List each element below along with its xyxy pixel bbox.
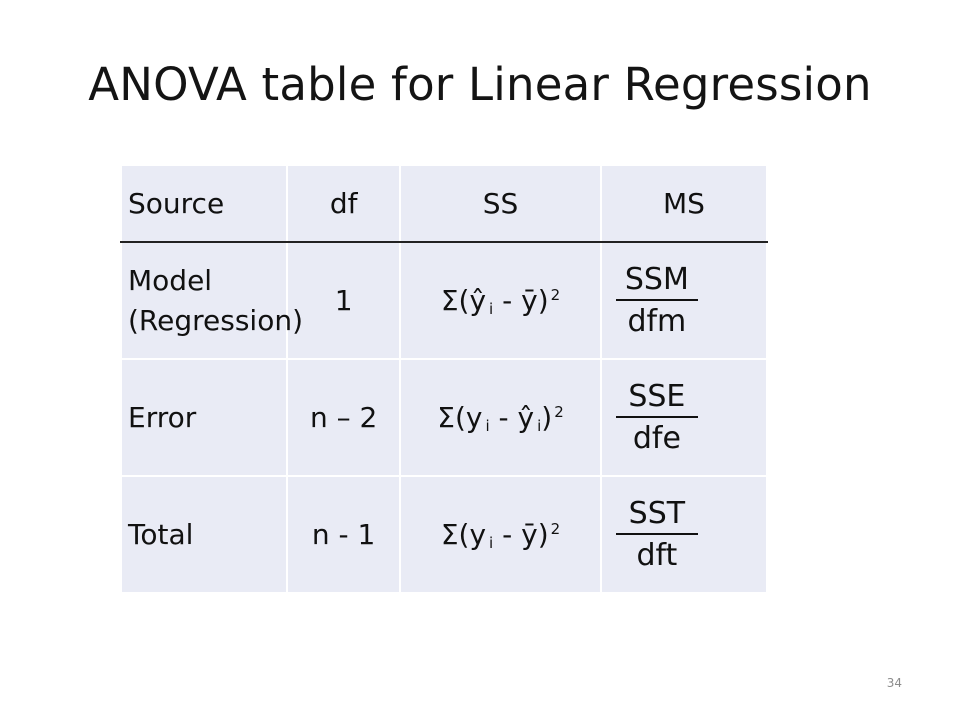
- df-cell: 1: [286, 242, 402, 360]
- ss-formula-sub: i: [489, 533, 494, 552]
- ss-formula-sub2: i: [537, 416, 542, 435]
- source-cell: Error: [119, 359, 289, 477]
- ss-formula-mid: - ȳ): [493, 517, 549, 551]
- ms-cell: SST dft: [599, 476, 769, 592]
- table-row-total: Total n - 1 Σ(y i - ȳ) 2 SST dft: [119, 476, 769, 592]
- source-label-line1: Model: [128, 263, 213, 297]
- table-row-error: Error n – 2 Σ(y i - ŷ i) 2 SSE dfe: [119, 359, 769, 477]
- ss-cell: Σ(y i - ŷ i) 2: [399, 359, 602, 477]
- ss-cell: Σ(ŷ i - ȳ) 2: [399, 242, 602, 360]
- ss-formula-mid: - ŷ: [489, 400, 535, 434]
- source-label-line1: Total: [128, 517, 194, 551]
- table-header-row: Source df SS MS: [119, 166, 769, 243]
- header-ss: SS: [399, 166, 602, 243]
- ss-formula-post: ): [541, 400, 553, 434]
- header-df: df: [286, 166, 402, 243]
- ms-denominator: dfe: [632, 420, 681, 456]
- source-cell: Total: [119, 476, 289, 592]
- ss-formula-sup: 2: [554, 402, 564, 421]
- ss-formula-pre: Σ(ŷ: [440, 283, 487, 317]
- ms-numerator: SSE: [628, 378, 686, 414]
- ss-formula-pre: Σ(y: [437, 400, 483, 434]
- source-label-line2: (Regression): [128, 303, 303, 337]
- ss-cell: Σ(y i - ȳ) 2: [399, 476, 602, 592]
- ms-fraction: SST dft: [615, 495, 698, 573]
- fraction-bar: [615, 298, 698, 301]
- ss-formula-pre: Σ(y: [440, 517, 487, 551]
- ms-fraction: SSE dfe: [615, 378, 698, 456]
- slide-title: ANOVA table for Linear Regression: [88, 58, 872, 111]
- ss-formula-mid: - ȳ): [493, 283, 549, 317]
- table-row-model: Model (Regression) 1 Σ(ŷ i - ȳ) 2 SSM dfm: [119, 242, 769, 360]
- ms-fraction: SSM dfm: [615, 261, 698, 339]
- ms-cell: SSM dfm: [599, 242, 769, 360]
- ms-denominator: dfm: [627, 303, 687, 339]
- df-cell: n – 2: [286, 359, 402, 477]
- fraction-bar: [615, 532, 698, 535]
- source-cell: Model (Regression): [119, 242, 303, 360]
- anova-table: Source df SS MS Model (Regression) 1 Σ(ŷ…: [119, 166, 769, 592]
- ms-numerator: SSM: [624, 261, 689, 297]
- ms-cell: SSE dfe: [599, 359, 769, 477]
- source-label-line1: Error: [128, 400, 197, 434]
- fraction-bar: [615, 415, 698, 418]
- ss-formula-sub: i: [485, 416, 490, 435]
- ss-formula-sup: 2: [550, 285, 561, 304]
- header-source: Source: [119, 166, 289, 243]
- header-ms: MS: [599, 166, 769, 243]
- ms-numerator: SST: [628, 495, 686, 531]
- ss-formula-sub: i: [489, 299, 494, 318]
- ms-denominator: dft: [636, 537, 678, 573]
- ss-formula-sup: 2: [550, 519, 561, 538]
- df-cell: n - 1: [286, 476, 402, 592]
- page-number: 34: [886, 676, 902, 690]
